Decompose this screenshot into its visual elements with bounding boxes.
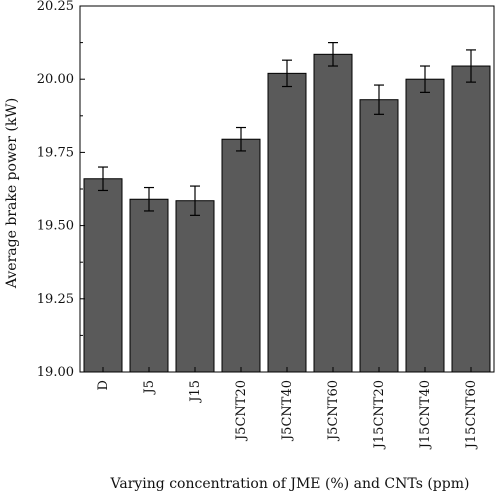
y-axis-title: Average brake power (kW) bbox=[4, 98, 20, 289]
bar-J5CNT20 bbox=[221, 138, 261, 373]
x-tick-label-J15CNT20: J15CNT20 bbox=[372, 380, 387, 450]
plot-area bbox=[79, 5, 495, 373]
y-tick-label: 19.50 bbox=[37, 219, 74, 234]
y-tick-label: 19.75 bbox=[37, 145, 74, 160]
bar-J5CNT40 bbox=[267, 72, 307, 373]
y-tick-label: 19.00 bbox=[37, 365, 74, 380]
x-tick-label-J5CNT40: J5CNT40 bbox=[280, 380, 295, 442]
x-tick-label-J5CNT60: J5CNT60 bbox=[326, 380, 341, 442]
y-axis: 19.00 19.25 19.50 19.75 20.00 20.25 bbox=[37, 0, 85, 380]
x-axis: D J5 J15 J5CNT20 J5CNT40 J5CNT60 J15CNT20 J15CN… bbox=[96, 367, 479, 450]
y-tick-label: 20.25 bbox=[37, 0, 74, 14]
x-axis-title: Varying concentration of JME (%) and CNT… bbox=[110, 476, 470, 492]
bar-J15CNT60 bbox=[451, 65, 491, 373]
bar-D bbox=[83, 178, 123, 373]
y-tick-label: 19.25 bbox=[37, 292, 74, 307]
x-tick-label-J5: J5 bbox=[142, 380, 157, 395]
x-tick-label-J15CNT60: J15CNT60 bbox=[464, 380, 479, 450]
x-tick-label-J15: J15 bbox=[188, 380, 203, 404]
bar-J15CNT40 bbox=[405, 78, 445, 373]
bar-J5CNT60 bbox=[313, 53, 353, 373]
bar-J5 bbox=[129, 198, 169, 373]
bar-J15CNT20 bbox=[359, 99, 399, 373]
x-tick-label-J5CNT20: J5CNT20 bbox=[234, 380, 249, 442]
x-tick-label-D: D bbox=[96, 380, 111, 390]
x-tick-label-J15CNT40: J15CNT40 bbox=[418, 380, 433, 450]
y-tick-label: 20.00 bbox=[37, 72, 74, 87]
bar-J15 bbox=[175, 200, 215, 373]
